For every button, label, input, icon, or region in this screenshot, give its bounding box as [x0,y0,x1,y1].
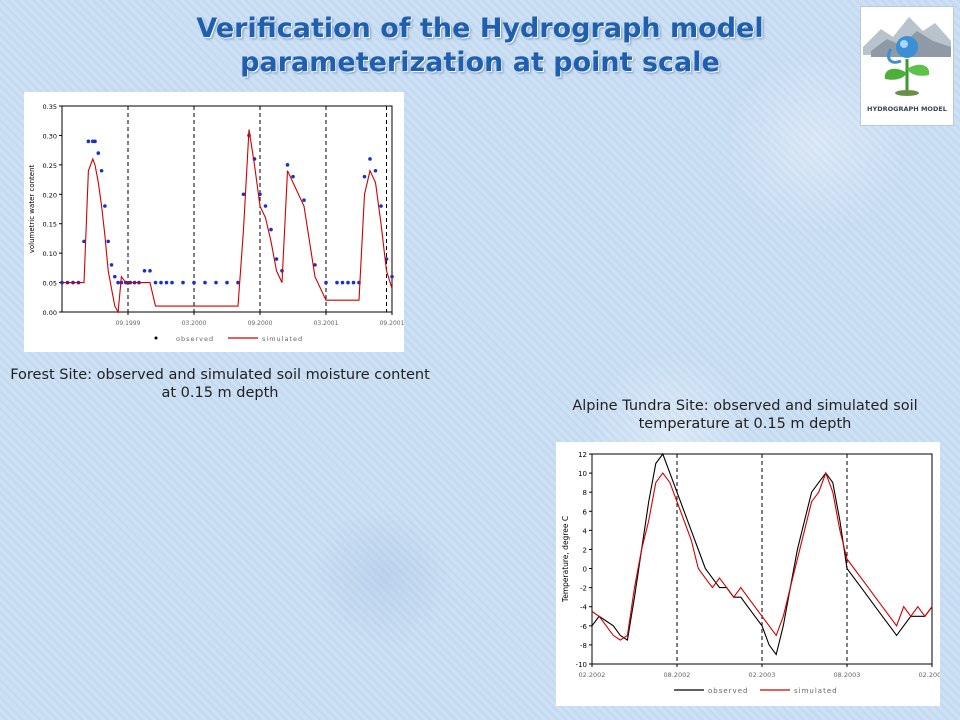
observed-point [170,280,174,285]
simulated-series-line [62,129,393,314]
observed-point [291,174,295,179]
tundra-chart-panel: -10 -8 -6 -4 -2 0 2 4 6 8 10 12 02.2002 08.2002 02.200… [556,442,945,706]
observed-point [96,151,101,155]
observed-point [109,263,114,267]
legend-label: observed [176,335,214,343]
observed-point [274,257,279,261]
y-axis-label: volumetric water content [28,164,36,253]
y-tick-label: 0.25 [43,162,57,170]
observed-point [335,280,339,285]
observed-point [373,168,378,173]
observed-point [351,280,356,285]
observed-point [241,192,246,197]
observed-point [302,198,306,202]
y-tick-label: 10 [578,470,587,478]
y-tick-label: -6 [580,623,588,631]
observed-point [214,280,218,285]
observed-point [313,263,317,267]
tundra-soil-temperature-chart: -10 -8 -6 -4 -2 0 2 4 6 8 10 12 02.2002 08.2002 02.200… [561,451,945,695]
observed-point [181,280,185,285]
observed-point [362,174,367,179]
x-tick-label: 03.2000 [182,320,207,327]
y-tick-label: 0.30 [43,132,57,140]
observed-point [142,269,147,273]
observed-point [379,204,383,208]
x-tick-label: 09.2000 [248,320,273,327]
y-tick-label: -10 [576,661,587,669]
observed-point [93,139,97,144]
x-tick-label: 08.2003 [834,671,861,679]
observed-point [153,280,158,285]
x-tick-label: 09.1999 [116,320,141,327]
y-tick-label: 0.20 [43,191,57,199]
observed-point [164,280,169,285]
legend-label: simulated [794,687,838,695]
observed-point [106,239,110,244]
observed-point [346,280,350,285]
y-tick-label: -2 [580,585,587,593]
forest-soil-moisture-chart: 0.00 0.05 0.10 0.15 0.20 0.25 0.30 0.35 09.1999 0… [28,103,405,343]
observed-point [148,269,152,273]
y-tick-label: 0.00 [43,309,57,317]
observed-point [86,139,91,144]
simulated-series-line [591,471,933,641]
observed-point [116,280,120,285]
y-tick-label: 0.35 [43,103,57,111]
legend-label: simulated [262,335,303,343]
y-tick-label: 12 [578,451,587,459]
observed-point [159,280,163,285]
observed-point [390,274,394,279]
y-tick-label: 8 [583,489,587,497]
x-tick-label: 02.2002 [579,671,606,679]
observed-point [99,168,104,173]
observed-series-line [591,452,933,656]
x-tick-label: 02.2003 [749,671,776,679]
x-tick-label: 02.2004 [919,671,940,679]
x-tick-label: 08.2002 [664,671,691,679]
x-tick-label: 09.2001 [380,320,404,327]
y-tick-label: 0 [583,566,587,574]
observed-point [203,280,207,285]
y-tick-label: 4 [583,527,588,535]
y-tick-label: 6 [583,508,588,516]
observed-point [324,280,328,285]
observed-point [192,280,196,285]
hydrograph-logo: HYDROGRAPH MODEL [860,6,954,126]
observed-point [340,280,345,285]
observed-point [103,204,107,208]
legend-marker [154,336,158,340]
y-tick-label: 0.05 [43,280,57,288]
forest-caption: Forest Site: observed and simulated soil… [10,367,430,401]
observed-point [225,280,229,285]
y-tick-label: 0.15 [43,221,57,229]
title-line-1: Verification of the Hydrograph model [196,13,764,44]
x-tick-label: 03.2001 [314,320,339,327]
y-tick-label: 2 [583,546,587,554]
observed-point [285,163,290,167]
y-axis-label: Temperature, degree C [561,516,570,603]
observed-point [263,204,268,208]
plot-frame [61,105,393,313]
observed-point [269,227,273,232]
legend-label: observed [708,687,748,695]
observed-point [368,157,372,161]
y-tick-label: 0.10 [43,250,57,258]
observed-point [236,280,240,285]
observed-point [113,274,117,279]
y-tick-label: -4 [580,604,588,612]
title-line-2: parameterization at point scale [240,47,720,78]
tundra-caption: Alpine Tundra Site: observed and simulat… [572,398,918,432]
logo-text: HYDROGRAPH MODEL [867,105,947,113]
observed-point [82,239,86,244]
logo-graphic-icon [863,17,951,96]
slide-title: Verification of the Hydrograph model par… [120,12,840,80]
forest-chart-panel: 0.00 0.05 0.10 0.15 0.20 0.25 0.30 0.35 09.1999 0… [24,92,405,352]
observed-point [258,192,262,197]
y-tick-label: -8 [580,642,587,650]
